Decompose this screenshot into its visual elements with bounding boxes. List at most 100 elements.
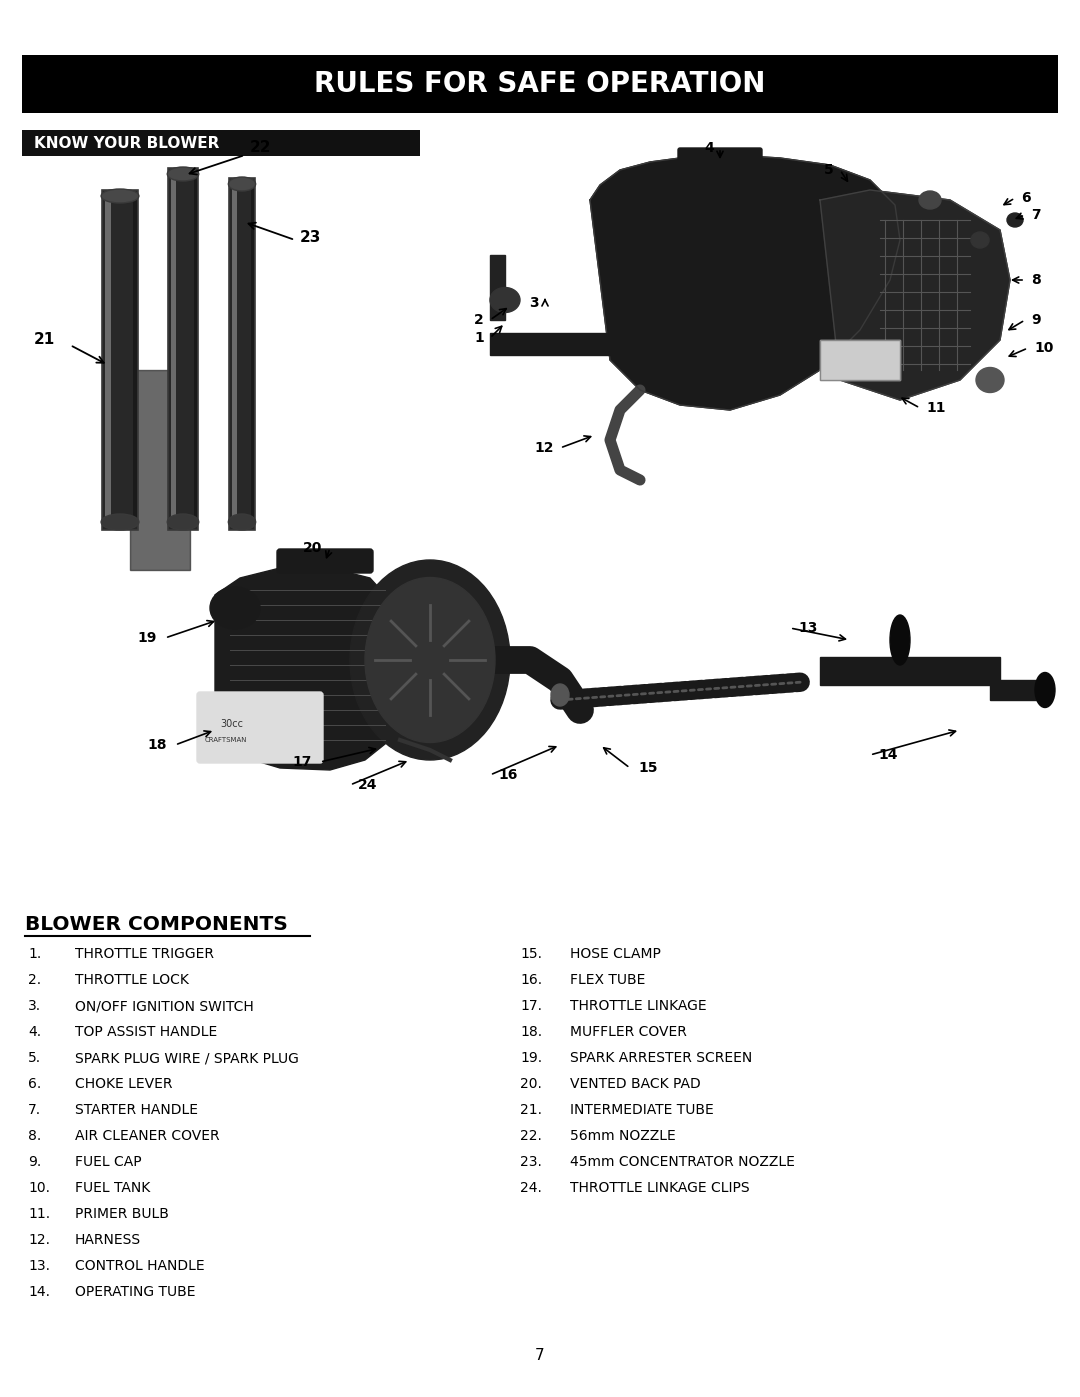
Text: 24.: 24. xyxy=(519,1180,542,1194)
Text: 5.: 5. xyxy=(28,1051,41,1065)
Text: 21: 21 xyxy=(33,332,55,348)
Ellipse shape xyxy=(228,177,256,191)
Bar xyxy=(130,370,190,570)
FancyBboxPatch shape xyxy=(197,692,323,763)
Polygon shape xyxy=(590,155,900,409)
Text: CONTROL HANDLE: CONTROL HANDLE xyxy=(75,1259,204,1273)
Text: 19.: 19. xyxy=(519,1051,542,1065)
Text: 4: 4 xyxy=(704,141,714,155)
Text: PRIMER BULB: PRIMER BULB xyxy=(75,1207,168,1221)
Text: 11.: 11. xyxy=(28,1207,50,1221)
Ellipse shape xyxy=(350,560,510,760)
Text: BLOWER COMPONENTS: BLOWER COMPONENTS xyxy=(25,915,288,935)
Ellipse shape xyxy=(919,191,941,210)
Text: 17.: 17. xyxy=(519,999,542,1013)
Text: 19: 19 xyxy=(137,631,157,645)
Text: 4.: 4. xyxy=(28,1025,41,1039)
Bar xyxy=(990,680,1045,700)
Text: 16: 16 xyxy=(498,768,517,782)
Text: CHOKE LEVER: CHOKE LEVER xyxy=(75,1077,173,1091)
Text: 10: 10 xyxy=(1034,341,1053,355)
Text: FUEL CAP: FUEL CAP xyxy=(75,1155,141,1169)
Ellipse shape xyxy=(102,189,139,203)
Text: 23: 23 xyxy=(300,229,322,244)
Bar xyxy=(171,173,176,525)
Text: 17: 17 xyxy=(293,754,312,768)
Polygon shape xyxy=(215,569,390,770)
Ellipse shape xyxy=(210,587,260,629)
Ellipse shape xyxy=(102,514,139,529)
Text: INTERMEDIATE TUBE: INTERMEDIATE TUBE xyxy=(570,1104,714,1118)
Text: 6: 6 xyxy=(1021,191,1030,205)
Bar xyxy=(820,657,1000,685)
Text: 18.: 18. xyxy=(519,1025,542,1039)
Text: TOP ASSIST HANDLE: TOP ASSIST HANDLE xyxy=(75,1025,217,1039)
Text: 15.: 15. xyxy=(519,947,542,961)
Text: VENTED BACK PAD: VENTED BACK PAD xyxy=(570,1077,701,1091)
Bar xyxy=(102,190,138,529)
Text: 3.: 3. xyxy=(28,999,41,1013)
Bar xyxy=(251,183,254,525)
Bar xyxy=(22,130,420,156)
Text: 10.: 10. xyxy=(28,1180,50,1194)
Bar xyxy=(22,54,1058,113)
Text: OPERATING TUBE: OPERATING TUBE xyxy=(75,1285,195,1299)
Text: 2.: 2. xyxy=(28,972,41,988)
Text: THROTTLE LINKAGE: THROTTLE LINKAGE xyxy=(570,999,706,1013)
Text: ON/OFF IGNITION SWITCH: ON/OFF IGNITION SWITCH xyxy=(75,999,254,1013)
Text: THROTTLE LINKAGE CLIPS: THROTTLE LINKAGE CLIPS xyxy=(570,1180,750,1194)
FancyBboxPatch shape xyxy=(276,549,373,573)
Text: 12: 12 xyxy=(535,441,554,455)
Text: 24: 24 xyxy=(357,778,378,792)
Ellipse shape xyxy=(365,577,495,742)
Bar xyxy=(232,183,237,525)
Text: MUFFLER COVER: MUFFLER COVER xyxy=(570,1025,687,1039)
Text: AIR CLEANER COVER: AIR CLEANER COVER xyxy=(75,1129,219,1143)
Text: 16.: 16. xyxy=(519,972,542,988)
Ellipse shape xyxy=(890,615,910,665)
Text: SPARK PLUG WIRE / SPARK PLUG: SPARK PLUG WIRE / SPARK PLUG xyxy=(75,1051,299,1065)
FancyBboxPatch shape xyxy=(678,148,762,170)
Text: 45mm CONCENTRATOR NOZZLE: 45mm CONCENTRATOR NOZZLE xyxy=(570,1155,795,1169)
Text: 23.: 23. xyxy=(519,1155,542,1169)
Ellipse shape xyxy=(1035,672,1055,707)
Text: 8.: 8. xyxy=(28,1129,41,1143)
Text: 11: 11 xyxy=(926,401,945,415)
Ellipse shape xyxy=(228,514,256,529)
Text: 3: 3 xyxy=(529,296,539,310)
Text: 20.: 20. xyxy=(519,1077,542,1091)
Text: FUEL TANK: FUEL TANK xyxy=(75,1180,150,1194)
Text: 56mm NOZZLE: 56mm NOZZLE xyxy=(570,1129,676,1143)
Text: 6.: 6. xyxy=(28,1077,41,1091)
Ellipse shape xyxy=(971,232,989,249)
Text: 8: 8 xyxy=(1031,272,1041,286)
Text: 9: 9 xyxy=(1031,313,1041,327)
Text: THROTTLE LOCK: THROTTLE LOCK xyxy=(75,972,189,988)
Text: 12.: 12. xyxy=(28,1234,50,1248)
Bar xyxy=(105,196,111,525)
Text: 30cc: 30cc xyxy=(220,719,243,729)
Text: HARNESS: HARNESS xyxy=(75,1234,141,1248)
Text: 20: 20 xyxy=(302,541,322,555)
Text: HOSE CLAMP: HOSE CLAMP xyxy=(570,947,661,961)
Text: 1: 1 xyxy=(474,331,484,345)
Text: CRAFTSMAN: CRAFTSMAN xyxy=(205,738,247,743)
Text: 14.: 14. xyxy=(28,1285,50,1299)
Ellipse shape xyxy=(551,685,569,705)
Text: 5: 5 xyxy=(824,163,834,177)
Bar xyxy=(490,332,610,355)
Text: STARTER HANDLE: STARTER HANDLE xyxy=(75,1104,198,1118)
Ellipse shape xyxy=(490,288,519,313)
Text: THROTTLE TRIGGER: THROTTLE TRIGGER xyxy=(75,947,214,961)
Text: SPARK ARRESTER SCREEN: SPARK ARRESTER SCREEN xyxy=(570,1051,753,1065)
Text: RULES FOR SAFE OPERATION: RULES FOR SAFE OPERATION xyxy=(314,70,766,98)
Text: 13.: 13. xyxy=(28,1259,50,1273)
Bar xyxy=(229,177,255,529)
Polygon shape xyxy=(820,190,1010,400)
Text: KNOW YOUR BLOWER: KNOW YOUR BLOWER xyxy=(33,136,219,151)
Text: 7.: 7. xyxy=(28,1104,41,1118)
Text: 14: 14 xyxy=(878,747,897,761)
Text: 9.: 9. xyxy=(28,1155,41,1169)
Text: 1.: 1. xyxy=(28,947,41,961)
Text: 2: 2 xyxy=(474,313,484,327)
